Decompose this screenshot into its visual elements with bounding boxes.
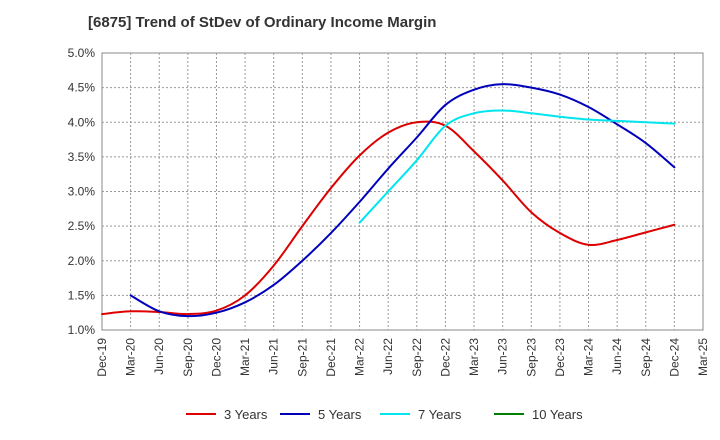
x-tick-label: Jun-21 <box>267 338 281 375</box>
x-tick-label: Jun-23 <box>496 338 510 375</box>
y-tick-label: 1.0% <box>68 323 96 337</box>
y-tick-label: 3.5% <box>68 150 96 164</box>
legend-label-10-years: 10 Years <box>532 407 583 422</box>
y-tick-label: 1.5% <box>68 288 96 302</box>
legend-label-5-years: 5 Years <box>318 407 362 422</box>
x-tick-label: Dec-23 <box>553 338 567 377</box>
series-lines <box>101 83 676 318</box>
series-line-3-years <box>101 120 676 316</box>
x-tick-label: Sep-20 <box>181 338 195 377</box>
x-tick-label: Sep-23 <box>524 338 538 377</box>
x-tick-label: Mar-21 <box>238 338 252 376</box>
x-axis-ticks: Dec-19 Mar-20 Jun-20 Sep-20 Dec-20 Mar-21 Jun-… <box>95 338 710 377</box>
x-tick-label: Dec-20 <box>209 338 223 377</box>
y-tick-label: 3.0% <box>68 185 96 199</box>
x-tick-label: Mar-20 <box>124 338 138 376</box>
chart-title: [6875] Trend of StDev of Ordinary Income… <box>88 14 437 31</box>
legend-label-3-years: 3 Years <box>224 407 268 422</box>
x-tick-label: Jun-24 <box>610 338 624 375</box>
x-tick-label: Mar-23 <box>467 338 481 376</box>
y-tick-label: 5.0% <box>68 46 96 60</box>
x-tick-label: Jun-22 <box>381 338 395 375</box>
x-tick-label: Mar-22 <box>353 338 367 376</box>
x-tick-label: Dec-19 <box>95 338 109 377</box>
y-tick-label: 2.0% <box>68 254 96 268</box>
x-tick-label: Mar-24 <box>582 338 596 376</box>
legend-label-7-years: 7 Years <box>418 407 462 422</box>
series-line-7-years <box>358 109 676 224</box>
x-tick-label: Dec-24 <box>667 338 681 377</box>
x-tick-label: Mar-25 <box>696 338 710 376</box>
y-tick-label: 4.0% <box>68 115 96 129</box>
legend: 3 Years 5 Years 7 Years 10 Years <box>186 407 583 422</box>
series-line-5-years <box>129 83 676 318</box>
x-tick-label: Jun-20 <box>152 338 166 375</box>
x-tick-label: Sep-21 <box>295 338 309 377</box>
x-tick-label: Dec-21 <box>324 338 338 377</box>
y-tick-label: 2.5% <box>68 219 96 233</box>
x-tick-label: Dec-22 <box>438 338 452 377</box>
y-tick-label: 4.5% <box>68 81 96 95</box>
y-axis-ticks: 1.0% 1.5% 2.0% 2.5% 3.0% 3.5% 4.0% 4.5% 5.0% <box>68 46 96 337</box>
x-tick-label: Sep-24 <box>639 338 653 377</box>
grid-lines <box>102 53 703 330</box>
x-tick-label: Sep-22 <box>410 338 424 377</box>
